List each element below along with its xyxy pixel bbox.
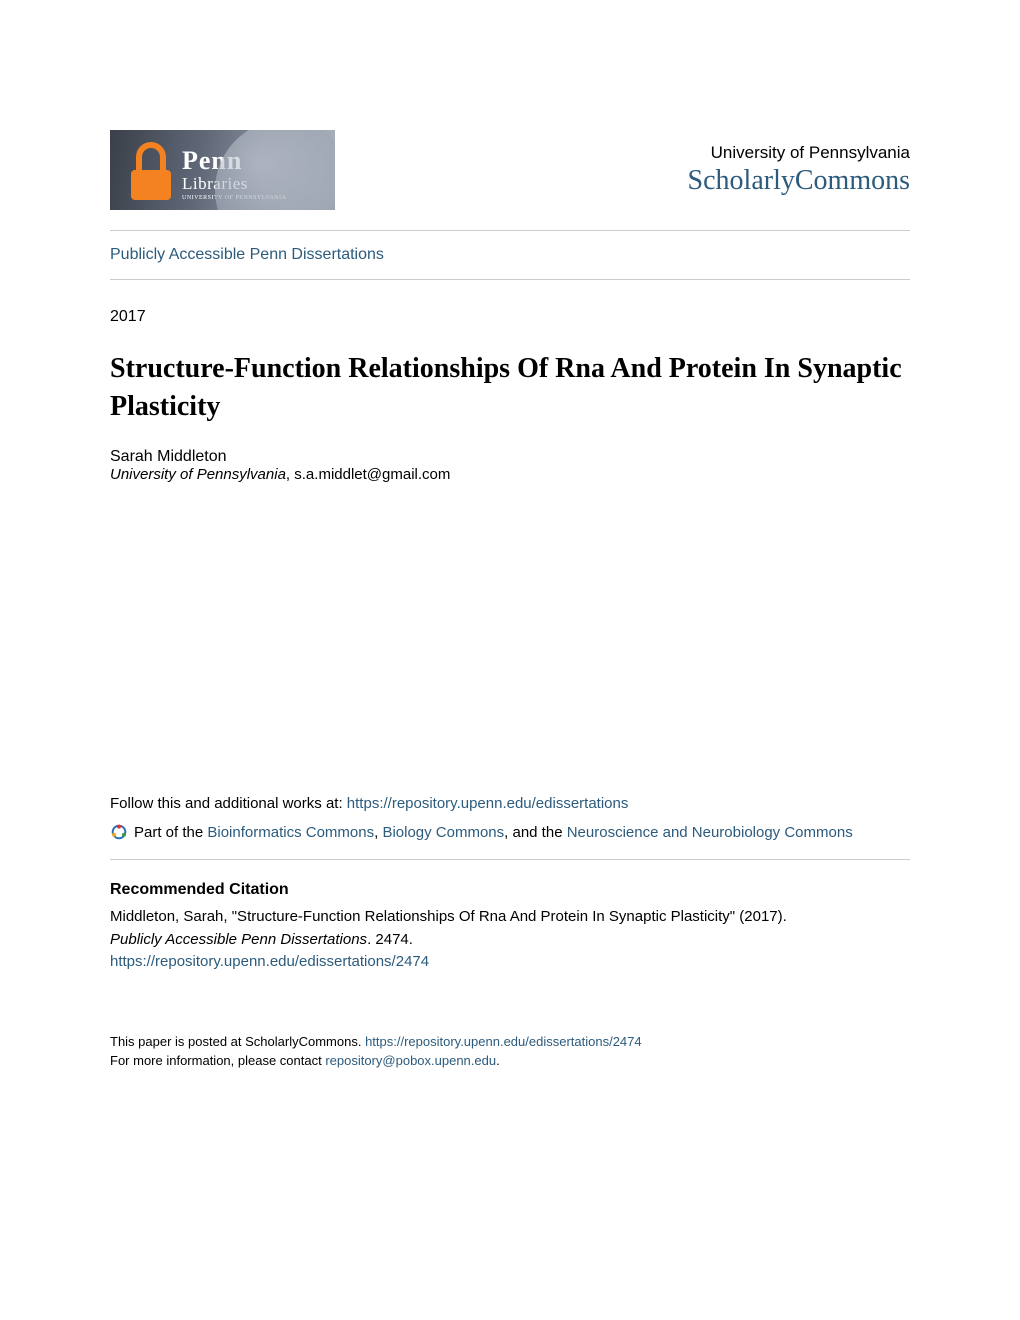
- partof-sep-2: , and the: [504, 824, 567, 841]
- author-name: Sarah Middleton: [110, 448, 910, 466]
- author-institution: University of Pennsylvania: [110, 466, 286, 483]
- citation-url-line: https://repository.upenn.edu/edissertati…: [110, 951, 910, 974]
- follow-block: Follow this and additional works at: htt…: [110, 793, 910, 846]
- footer-contact-email[interactable]: repository@pobox.upenn.edu: [325, 1053, 496, 1068]
- footer-line2-prefix: For more information, please contact: [110, 1053, 325, 1068]
- collection-link[interactable]: Publicly Accessible Penn Dissertations: [110, 246, 384, 263]
- penn-libraries-logo[interactable]: Penn Libraries University of Pennsylvani…: [110, 130, 335, 210]
- partof-link-3[interactable]: Neuroscience and Neurobiology Commons: [567, 824, 853, 841]
- citation-block: Recommended Citation Middleton, Sarah, "…: [110, 878, 910, 974]
- citation-text-line: Middleton, Sarah, "Structure-Function Re…: [110, 906, 910, 929]
- page-container: Penn Libraries University of Pennsylvani…: [0, 0, 1020, 1320]
- citation-series-line: Publicly Accessible Penn Dissertations. …: [110, 929, 910, 952]
- follow-line: Follow this and additional works at: htt…: [110, 793, 910, 816]
- open-access-lock-icon: [128, 142, 174, 198]
- footer-line1-prefix: This paper is posted at ScholarlyCommons…: [110, 1034, 365, 1049]
- footer-block: This paper is posted at ScholarlyCommons…: [110, 1032, 910, 1071]
- publication-year: 2017: [110, 308, 910, 326]
- partof-row: Part of the Bioinformatics Commons, Biol…: [110, 821, 910, 845]
- header: Penn Libraries University of Pennsylvani…: [110, 130, 910, 231]
- footer-line-1: This paper is posted at ScholarlyCommons…: [110, 1032, 910, 1052]
- follow-url[interactable]: https://repository.upenn.edu/edissertati…: [347, 795, 629, 812]
- author-block: Sarah Middleton University of Pennsylvan…: [110, 448, 910, 483]
- footer-line2-suffix: .: [496, 1053, 500, 1068]
- collection-row: Publicly Accessible Penn Dissertations: [110, 231, 910, 280]
- logo-line3: University of Pennsylvania: [182, 195, 286, 201]
- citation-url[interactable]: https://repository.upenn.edu/edissertati…: [110, 953, 429, 970]
- footer-line1-url[interactable]: https://repository.upenn.edu/edissertati…: [365, 1034, 642, 1049]
- footer-line-2: For more information, please contact rep…: [110, 1051, 910, 1071]
- institution-block: University of Pennsylvania ScholarlyComm…: [688, 143, 910, 197]
- partof-text: Part of the Bioinformatics Commons, Biol…: [134, 821, 853, 845]
- author-email: s.a.middlet@gmail.com: [294, 466, 450, 483]
- citation-series: Publicly Accessible Penn Dissertations: [110, 931, 367, 948]
- network-commons-icon: [110, 823, 128, 841]
- author-sep: ,: [286, 466, 294, 483]
- citation-series-suffix: . 2474.: [367, 931, 413, 948]
- citation-heading: Recommended Citation: [110, 878, 910, 902]
- paper-title: Structure-Function Relationships Of Rna …: [110, 350, 910, 426]
- logo-line1: Penn: [182, 146, 286, 176]
- divider: [110, 859, 910, 860]
- partof-prefix: Part of the: [134, 824, 207, 841]
- follow-prefix: Follow this and additional works at:: [110, 795, 347, 812]
- repository-link[interactable]: ScholarlyCommons: [688, 165, 910, 196]
- logo-text: Penn Libraries University of Pennsylvani…: [182, 146, 286, 201]
- logo-line2: Libraries: [182, 174, 286, 194]
- author-affiliation: University of Pennsylvania, s.a.middlet@…: [110, 466, 910, 483]
- partof-link-2[interactable]: Biology Commons: [382, 824, 504, 841]
- partof-link-1[interactable]: Bioinformatics Commons: [207, 824, 374, 841]
- citation-text: Middleton, Sarah, "Structure-Function Re…: [110, 908, 787, 925]
- institution-name: University of Pennsylvania: [688, 143, 910, 163]
